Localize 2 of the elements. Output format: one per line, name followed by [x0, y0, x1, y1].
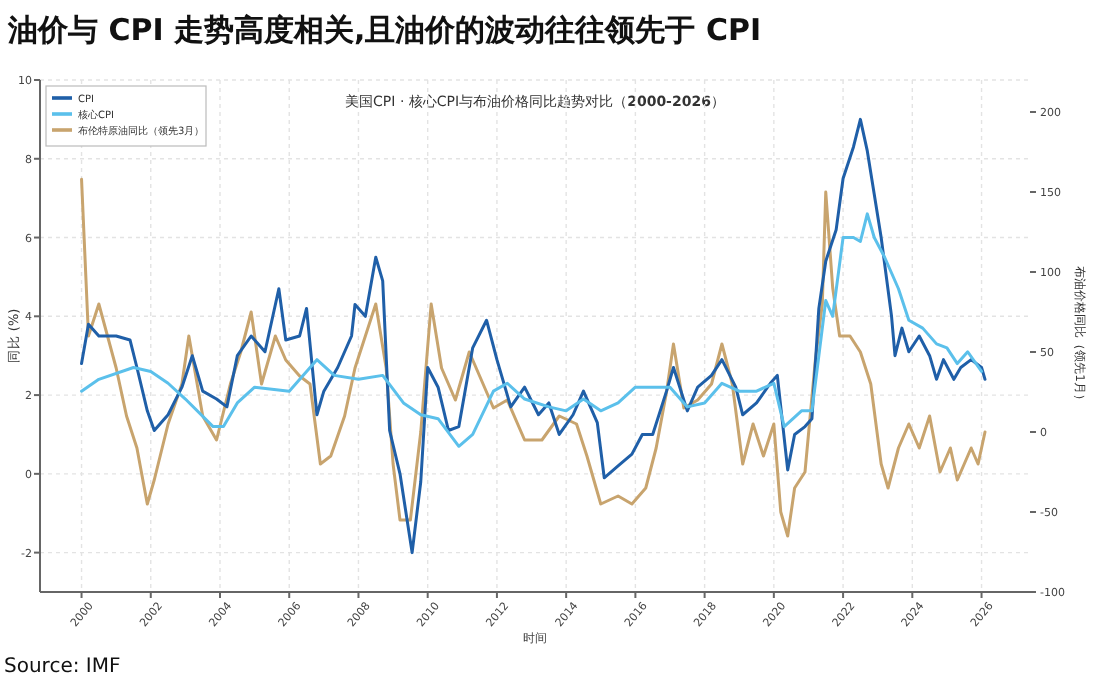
source-note: Source: IMF: [4, 656, 121, 678]
chart-title: 油价与 CPI 走势高度相关,且油价的波动往往领先于 CPI: [6, 12, 762, 48]
